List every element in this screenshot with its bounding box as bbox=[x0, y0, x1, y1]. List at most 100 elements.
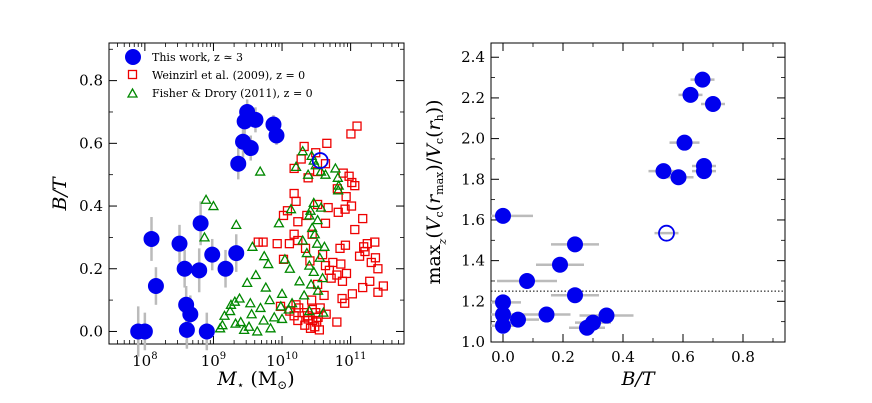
right-axis-ticks: 0.0 0.2 0.4 0.6 0.8 1.0 1.2 1.4 1.6 1.8 2.0 2.2 2.4 bbox=[461, 43, 785, 366]
left-x-tick-base: 10 bbox=[335, 352, 354, 370]
weinzirl-point bbox=[350, 224, 360, 235]
right-y-tick-label: 2.0 bbox=[461, 130, 485, 148]
fisher-drory-point bbox=[285, 203, 297, 214]
weinzirl-point bbox=[332, 317, 342, 327]
weinzirl-point bbox=[346, 201, 357, 211]
fisher-drory-point bbox=[290, 161, 302, 171]
fisher-drory-point bbox=[308, 197, 320, 208]
fisher-drory-point bbox=[284, 262, 296, 273]
weinzirl-point bbox=[337, 276, 348, 286]
this-work-point bbox=[510, 311, 526, 328]
fisher-drory-point bbox=[262, 258, 274, 269]
right-x-axis-label: B/T bbox=[620, 368, 655, 390]
legend-label-this-work: This work, z ≃ 3 bbox=[152, 51, 243, 64]
weinzirl-point bbox=[326, 273, 336, 283]
weinzirl-point bbox=[344, 171, 354, 181]
weinzirl-point bbox=[258, 237, 268, 247]
left-x-tick-base: 10 bbox=[201, 352, 220, 370]
right-y-tick-label: 1.0 bbox=[461, 333, 485, 351]
this-work-point bbox=[705, 96, 721, 113]
weinzirl-point bbox=[322, 138, 332, 148]
weinzirl-point bbox=[359, 242, 369, 252]
right-x-tick-label: 0.2 bbox=[551, 348, 575, 366]
left-x-axis-label: M⋆ (M⊙) bbox=[216, 368, 294, 392]
weinzirl-point bbox=[320, 218, 331, 228]
right-y-tick-label: 1.4 bbox=[461, 252, 485, 270]
fisher-drory-point bbox=[254, 302, 267, 313]
fisher-drory-point bbox=[260, 281, 272, 292]
right-y-tick-label: 1.8 bbox=[461, 170, 485, 188]
this-work-point bbox=[247, 111, 264, 128]
weinzirl-point bbox=[378, 281, 389, 291]
fisher-drory-point bbox=[302, 168, 314, 179]
this-work-point bbox=[552, 256, 568, 273]
fisher-drory-point bbox=[311, 237, 323, 248]
weinzirl-point bbox=[289, 188, 299, 199]
weinzirl-point bbox=[332, 270, 342, 280]
fisher-drory-point bbox=[286, 297, 298, 308]
this-work-point bbox=[230, 155, 247, 172]
right-x-tick-label: 0.0 bbox=[491, 348, 515, 366]
weinzirl-point bbox=[340, 298, 350, 308]
fisher-drory-point bbox=[315, 201, 327, 212]
left-y-tick-label: 0.8 bbox=[79, 72, 103, 90]
fisher-drory-point bbox=[250, 269, 262, 280]
fisher-drory-point bbox=[303, 209, 315, 220]
this-work-point bbox=[519, 272, 535, 289]
fisher-drory-point bbox=[303, 305, 315, 316]
left-x-tick-label: 1011 bbox=[335, 351, 367, 370]
weinzirl-point bbox=[352, 121, 362, 131]
weinzirl-point bbox=[358, 282, 368, 293]
fisher-drory-point bbox=[243, 320, 255, 331]
fisher-drory-point bbox=[279, 253, 291, 264]
fisher-drory-point bbox=[264, 294, 276, 305]
this-work-point bbox=[538, 306, 555, 323]
left-y-tick-label: 0.6 bbox=[79, 134, 103, 152]
this-work-open-point bbox=[311, 152, 329, 169]
fisher-drory-point bbox=[245, 308, 258, 319]
weinzirl-point bbox=[319, 290, 329, 301]
left-x-tick-base: 10 bbox=[266, 352, 285, 370]
fisher-drory-point bbox=[332, 171, 344, 182]
left-y-axis-label: B/T bbox=[49, 176, 71, 211]
this-work-point bbox=[143, 230, 160, 247]
fisher-drory-point bbox=[275, 300, 287, 311]
fisher-drory-point bbox=[238, 324, 250, 335]
weinzirl-point bbox=[291, 196, 301, 206]
weinzirl-point bbox=[337, 293, 347, 304]
weinzirl-point bbox=[306, 295, 317, 305]
weinzirl-point bbox=[360, 246, 370, 257]
this-work-point bbox=[579, 319, 595, 336]
fisher-drory-point bbox=[332, 184, 344, 195]
fisher-drory-point bbox=[251, 325, 263, 336]
fisher-drory-point bbox=[258, 250, 270, 261]
weinzirl-point bbox=[291, 300, 301, 310]
fisher-drory-point bbox=[306, 222, 318, 233]
this-work-point bbox=[694, 71, 711, 88]
fisher-drory-point bbox=[333, 179, 345, 190]
left-y-tick-label: 0.4 bbox=[79, 197, 103, 215]
left-x-tick-exp: 9 bbox=[220, 351, 226, 362]
this-work-point bbox=[204, 246, 221, 263]
weinzirl-point bbox=[305, 323, 316, 333]
fisher-drory-point bbox=[317, 306, 329, 317]
fisher-drory-point bbox=[235, 316, 247, 327]
this-work-point bbox=[495, 317, 511, 334]
legend-label-weinzirl: Weinzirl et al. (2009), z = 0 bbox=[152, 69, 305, 82]
weinzirl-point bbox=[333, 207, 343, 217]
left-x-tick-exp: 10 bbox=[285, 351, 298, 362]
weinzirl-point bbox=[347, 289, 358, 299]
legend-marker-this-work bbox=[125, 49, 141, 65]
this-work-point bbox=[176, 260, 193, 277]
this-work-point bbox=[147, 277, 164, 294]
weinzirl-point bbox=[370, 237, 380, 247]
weinzirl-point bbox=[314, 325, 325, 335]
legend-marker-fisher bbox=[126, 87, 139, 98]
fisher-drory-point bbox=[198, 231, 211, 242]
fisher-drory-point bbox=[297, 145, 309, 156]
legend-label-fisher: Fisher & Drory (2011), z = 0 bbox=[152, 87, 313, 100]
fisher-drory-point bbox=[244, 297, 256, 308]
weinzirl-point bbox=[300, 320, 310, 330]
weinzirl-point bbox=[313, 312, 323, 322]
